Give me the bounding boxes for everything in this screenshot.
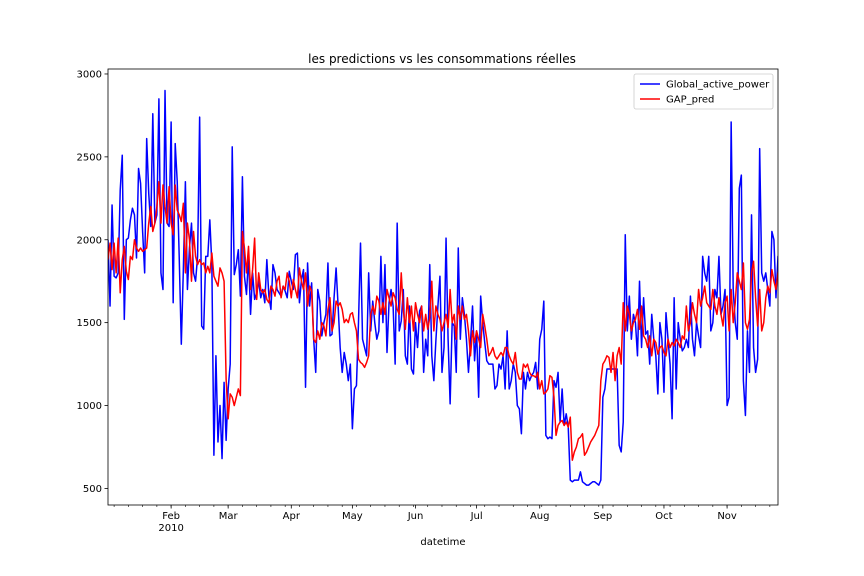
x-tick-label: Feb bbox=[162, 511, 180, 522]
x-tick-label: Apr bbox=[283, 511, 301, 522]
plot-area bbox=[107, 68, 779, 506]
x-axis-label: datetime bbox=[420, 537, 465, 548]
legend: Global_active_power GAP_pred bbox=[633, 73, 774, 110]
legend-label: Global_active_power bbox=[666, 80, 770, 91]
x-tick-label: Jul bbox=[470, 511, 483, 522]
series-layer bbox=[108, 89, 778, 486]
y-tick-label: 2500 bbox=[77, 152, 102, 163]
x-tick-label: May bbox=[342, 511, 363, 522]
legend-box bbox=[633, 73, 774, 110]
y-tick-label: 2000 bbox=[77, 235, 102, 246]
x-tick-label: Nov bbox=[717, 511, 737, 522]
y-tick-label: 500 bbox=[83, 484, 102, 495]
x-tick-label: Jun bbox=[407, 511, 424, 522]
legend-label: GAP_pred bbox=[666, 95, 714, 106]
chart-title: les predictions vs les consommations rée… bbox=[308, 52, 576, 66]
x-tick-label: Mar bbox=[219, 511, 239, 522]
series-line-gap-pred bbox=[108, 180, 778, 461]
y-tick-label: 1500 bbox=[77, 318, 102, 329]
y-axis: 500 1000 1500 2000 2500 3000 bbox=[77, 69, 108, 495]
x-tick-sublabel: 2010 bbox=[158, 523, 183, 534]
x-tick-label: Oct bbox=[655, 511, 672, 522]
y-tick-label: 1000 bbox=[77, 401, 102, 412]
x-tick-label: Aug bbox=[530, 511, 550, 522]
x-tick-label: Sep bbox=[593, 511, 612, 522]
y-tick-label: 3000 bbox=[77, 69, 102, 80]
